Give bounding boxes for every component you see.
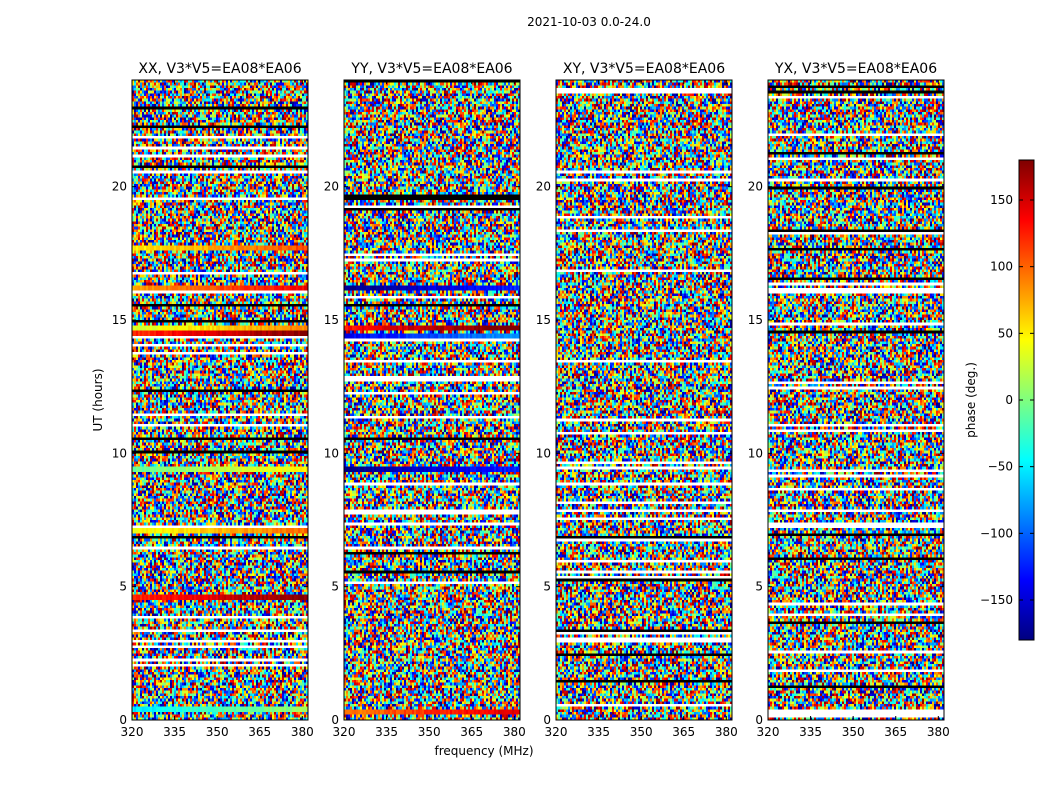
y-tick-label: 20: [536, 180, 551, 194]
panel-1: YY, V3*V5=EA08*EA06 320 335 350 365 380 0 5 10 15…: [324, 61, 526, 739]
x-tick-label: 365: [460, 725, 483, 739]
y-tick-label: 5: [543, 580, 551, 594]
y-tick-label: 10: [112, 446, 127, 460]
x-tick-label: 380: [715, 725, 738, 739]
phase-heatmap: [768, 80, 944, 720]
y-tick-label: 10: [748, 446, 763, 460]
x-tick-label: 320: [545, 725, 568, 739]
phase-heatmap: [344, 80, 520, 720]
x-tick-label: 365: [672, 725, 695, 739]
y-tick-label: 15: [536, 313, 551, 327]
panel-3: YX, V3*V5=EA08*EA06 320 335 350 365 380 0 5 10 15…: [748, 61, 950, 739]
y-tick-label: 0: [119, 713, 127, 727]
y-tick-label: 20: [324, 180, 339, 194]
colorbar-tick-label: −150: [980, 593, 1013, 607]
y-tick-label: 0: [755, 713, 763, 727]
x-tick-label: 320: [333, 725, 356, 739]
colorbar-tick-label: 0: [1005, 393, 1013, 407]
y-tick-label: 10: [536, 446, 551, 460]
figure-suptitle: 2021-10-03 0.0-24.0: [527, 15, 651, 29]
x-tick-label: 350: [630, 725, 653, 739]
x-tick-label: 350: [206, 725, 229, 739]
panel-frame: [343, 79, 521, 721]
panel-title: XX, V3*V5=EA08*EA06: [138, 61, 301, 77]
phase-heatmap: [556, 80, 732, 720]
panel-frame: [555, 79, 733, 721]
x-tick-label: 350: [418, 725, 441, 739]
phase-heatmap: [132, 80, 308, 720]
x-tick-label: 320: [121, 725, 144, 739]
y-tick-label: 0: [543, 713, 551, 727]
x-tick-label: 365: [248, 725, 271, 739]
x-tick-label: 350: [842, 725, 865, 739]
x-tick-label: 320: [757, 725, 780, 739]
colorbar-tick-label: −100: [980, 526, 1013, 540]
y-tick-label: 5: [119, 580, 127, 594]
colorbar: 150 100 50 0 −50 −100 −150 phase (deg.): [964, 159, 1035, 641]
x-tick-label: 365: [884, 725, 907, 739]
y-tick-label: 0: [331, 713, 339, 727]
y-tick-label: 20: [748, 180, 763, 194]
x-tick-label: 335: [587, 725, 610, 739]
panel-title: YY, V3*V5=EA08*EA06: [350, 61, 512, 77]
colorbar-label: phase (deg.): [964, 362, 978, 438]
x-axis-label: frequency (MHz): [434, 744, 533, 758]
y-tick-label: 15: [324, 313, 339, 327]
panel-frame: [767, 79, 945, 721]
y-tick-label: 5: [755, 580, 763, 594]
colorbar-tick-label: 150: [990, 193, 1013, 207]
y-tick-label: 15: [748, 313, 763, 327]
panel-2: XY, V3*V5=EA08*EA06 320 335 350 365 380 0 5 10 15…: [536, 61, 738, 739]
x-tick-label: 380: [927, 725, 950, 739]
y-tick-label: 5: [331, 580, 339, 594]
y-tick-label: 15: [112, 313, 127, 327]
x-tick-label: 380: [503, 725, 526, 739]
y-tick-label: 20: [112, 180, 127, 194]
x-tick-label: 380: [291, 725, 314, 739]
x-tick-label: 335: [799, 725, 822, 739]
colorbar-tick-label: 50: [998, 326, 1013, 340]
y-tick-label: 10: [324, 446, 339, 460]
panel-title: XY, V3*V5=EA08*EA06: [563, 61, 725, 77]
x-tick-label: 335: [163, 725, 186, 739]
colorbar-tick-label: −50: [988, 460, 1013, 474]
panel-0: XX, V3*V5=EA08*EA06 320 335 350 365 380 0 5 10 15…: [112, 61, 314, 739]
colorbar-tick-label: 100: [990, 260, 1013, 274]
heatmap-panels: XX, V3*V5=EA08*EA06 320 335 350 365 380 0 5 10 15…: [112, 61, 950, 739]
x-tick-label: 335: [375, 725, 398, 739]
panel-frame: [131, 79, 309, 721]
y-axis-label: UT (hours): [91, 368, 105, 431]
panel-title: YX, V3*V5=EA08*EA06: [774, 61, 937, 77]
